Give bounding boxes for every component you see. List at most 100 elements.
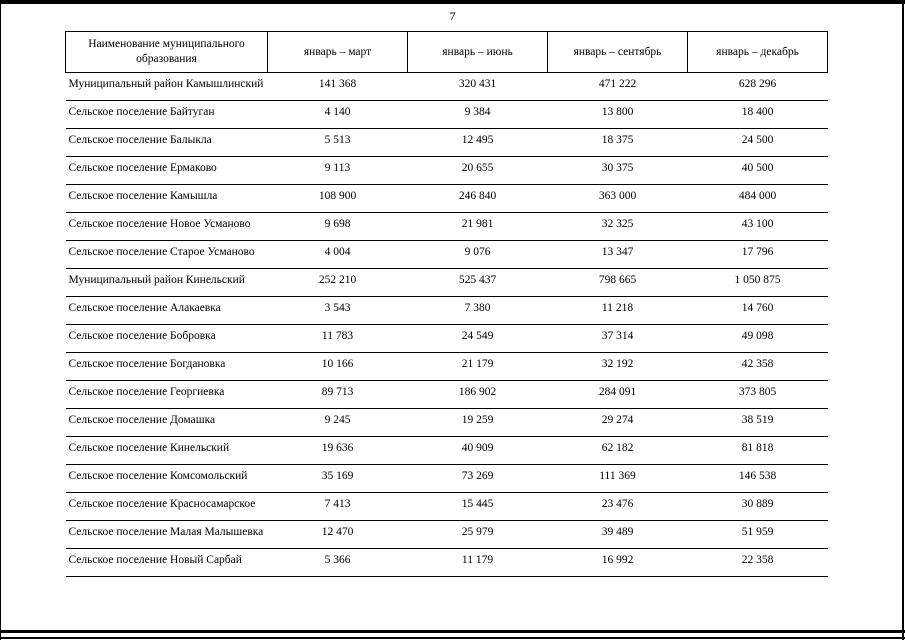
column-header: январь – июнь — [407, 31, 548, 73]
value-cell: 32 192 — [547, 352, 688, 381]
value-cell: 38 519 — [687, 408, 828, 437]
municipality-name: Сельское поселение Алакаевка — [65, 296, 268, 325]
column-header: январь – декабрь — [687, 31, 828, 73]
table-row: Сельское поселение Ермаково 9 113 20 655 30… — [65, 156, 828, 185]
value-cell: 29 274 — [547, 408, 688, 437]
value-cell: 81 818 — [687, 436, 828, 465]
value-cell: 30 375 — [547, 156, 688, 185]
value-cell: 146 538 — [687, 464, 828, 493]
municipality-name: Сельское поселение Малая Малышевка — [65, 520, 268, 549]
municipality-name: Сельское поселение Комсомольский — [65, 464, 268, 493]
value-cell: 42 358 — [687, 352, 828, 381]
page-border-right — [902, 0, 904, 640]
value-cell: 19 259 — [407, 408, 548, 437]
page-border-bottom-outer — [0, 637, 905, 639]
municipality-name: Муниципальный район Кинельский — [65, 268, 268, 297]
value-cell: 9 113 — [267, 156, 408, 185]
value-cell: 18 400 — [687, 100, 828, 129]
value-cell: 5 513 — [267, 128, 408, 157]
value-cell: 25 979 — [407, 520, 548, 549]
value-cell: 525 437 — [407, 268, 548, 297]
table-row: Муниципальный район Камышлинский 141 368 3… — [65, 72, 828, 101]
page-number: 7 — [449, 9, 456, 23]
municipality-name: Сельское поселение Богдановка — [65, 352, 268, 381]
municipality-name: Сельское поселение Новое Усманово — [65, 212, 268, 241]
value-cell: 43 100 — [687, 212, 828, 241]
value-cell: 19 636 — [267, 436, 408, 465]
value-cell: 4 004 — [267, 240, 408, 269]
table-row: Сельское поселение Комсомольский 35 169 73… — [65, 464, 828, 493]
value-cell: 628 296 — [687, 72, 828, 101]
value-cell: 9 076 — [407, 240, 548, 269]
table-row: Сельское поселение Малая Малышевка 12 470… — [65, 520, 828, 549]
municipality-name: Сельское поселение Красносамарское — [65, 492, 268, 521]
column-header: январь – сентябрь — [547, 31, 688, 73]
value-cell: 363 000 — [547, 184, 688, 213]
value-cell: 49 098 — [687, 324, 828, 353]
value-cell: 18 375 — [547, 128, 688, 157]
municipality-name: Сельское поселение Камышла — [65, 184, 268, 213]
value-cell: 21 981 — [407, 212, 548, 241]
table-row: Сельское поселение Старое Усманово 4 004 9… — [65, 240, 828, 269]
value-cell: 252 210 — [267, 268, 408, 297]
table-row: Сельское поселение Камышла 108 900 246 840… — [65, 184, 828, 213]
value-cell: 22 358 — [687, 548, 828, 577]
value-cell: 24 500 — [687, 128, 828, 157]
value-cell: 32 325 — [547, 212, 688, 241]
value-cell: 35 169 — [267, 464, 408, 493]
value-cell: 471 222 — [547, 72, 688, 101]
municipality-name: Сельское поселение Балыкла — [65, 128, 268, 157]
value-cell: 73 269 — [407, 464, 548, 493]
municipality-name: Сельское поселение Георгиевка — [65, 380, 268, 409]
value-cell: 10 166 — [267, 352, 408, 381]
table-row: Сельское поселение Кинельский 19 636 40 90… — [65, 436, 828, 465]
value-cell: 3 543 — [267, 296, 408, 325]
value-cell: 30 889 — [687, 492, 828, 521]
data-table: Наименование муниципального образования я… — [65, 31, 828, 577]
municipality-name: Муниципальный район Камышлинский — [65, 72, 268, 101]
page-border-bottom — [0, 630, 905, 633]
municipality-name: Сельское поселение Кинельский — [65, 436, 268, 465]
value-cell: 9 245 — [267, 408, 408, 437]
value-cell: 51 959 — [687, 520, 828, 549]
table-row: Сельское поселение Байтуган 4 140 9 384 13 … — [65, 100, 828, 129]
table-row: Сельское поселение Алакаевка 3 543 7 380 11… — [65, 296, 828, 325]
table-row: Сельское поселение Балыкла 5 513 12 495 18 … — [65, 128, 828, 157]
value-cell: 7 413 — [267, 492, 408, 521]
value-cell: 108 900 — [267, 184, 408, 213]
table-row: Сельское поселение Георгиевка 89 713 186 9… — [65, 380, 828, 409]
value-cell: 798 665 — [547, 268, 688, 297]
value-cell: 484 000 — [687, 184, 828, 213]
value-cell: 23 476 — [547, 492, 688, 521]
page-border-top — [0, 0, 905, 4]
municipality-name: Сельское поселение Домашка — [65, 408, 268, 437]
value-cell: 1 050 875 — [687, 268, 828, 297]
table-row: Сельское поселение Домашка 9 245 19 259 29 … — [65, 408, 828, 437]
value-cell: 4 140 — [267, 100, 408, 129]
municipality-name: Сельское поселение Новый Сарбай — [65, 548, 268, 577]
value-cell: 20 655 — [407, 156, 548, 185]
value-cell: 320 431 — [407, 72, 548, 101]
column-header: январь – март — [267, 31, 408, 73]
municipality-name: Сельское поселение Старое Усманово — [65, 240, 268, 269]
value-cell: 11 218 — [547, 296, 688, 325]
value-cell: 21 179 — [407, 352, 548, 381]
table-row: Сельское поселение Красносамарское 7 413 1… — [65, 492, 828, 521]
value-cell: 7 380 — [407, 296, 548, 325]
value-cell: 16 992 — [547, 548, 688, 577]
value-cell: 11 783 — [267, 324, 408, 353]
table-header-row: Наименование муниципального образования я… — [65, 31, 828, 73]
value-cell: 37 314 — [547, 324, 688, 353]
column-header: Наименование муниципального образования — [65, 31, 268, 73]
table-row: Сельское поселение Бобровка 11 783 24 549 3… — [65, 324, 828, 353]
value-cell: 12 495 — [407, 128, 548, 157]
municipality-name: Сельское поселение Бобровка — [65, 324, 268, 353]
municipality-name: Сельское поселение Байтуган — [65, 100, 268, 129]
value-cell: 14 760 — [687, 296, 828, 325]
table-row: Муниципальный район Кинельский 252 210 525… — [65, 268, 828, 297]
value-cell: 5 366 — [267, 548, 408, 577]
value-cell: 141 368 — [267, 72, 408, 101]
value-cell: 40 500 — [687, 156, 828, 185]
table-row: Сельское поселение Новое Усманово 9 698 21… — [65, 212, 828, 241]
value-cell: 111 369 — [547, 464, 688, 493]
